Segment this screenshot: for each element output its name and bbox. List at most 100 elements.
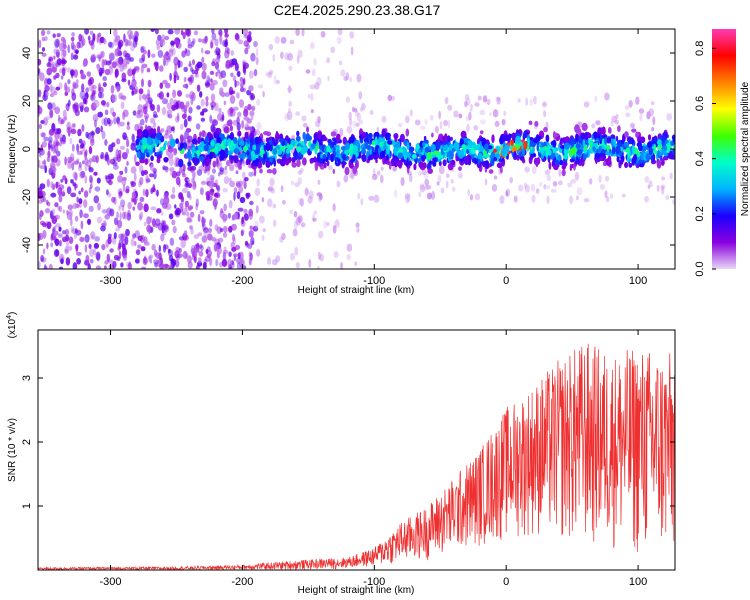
spectrogram-cell — [250, 150, 256, 158]
spectrogram-cell — [134, 154, 137, 164]
spectrogram-cell — [505, 190, 509, 197]
spectrogram-cell — [192, 38, 196, 44]
spectrogram-cell — [628, 150, 631, 160]
spectrogram-cell — [76, 196, 80, 203]
spectrogram-cell — [280, 51, 284, 60]
spectrogram-cell — [219, 87, 224, 92]
spectrogram-cell — [152, 147, 156, 153]
spectrogram-cell — [113, 29, 118, 38]
spectrogram-cell — [543, 126, 548, 133]
spectrogram-cell — [302, 131, 306, 140]
spectrogram-cell — [203, 36, 208, 45]
spectrogram-cell — [84, 157, 89, 166]
spectrogram-cell — [632, 147, 635, 156]
spectrogram-cell — [223, 126, 230, 134]
spectrogram-cell — [193, 180, 197, 188]
spectrogram-cell — [214, 192, 221, 199]
spectrogram-cell — [407, 160, 413, 166]
spectrogram-cell — [265, 72, 272, 77]
spectrogram-cell — [53, 144, 59, 154]
spectrogram-cell — [50, 86, 56, 95]
spectrogram-cell — [79, 171, 85, 179]
spectrogram-cell — [175, 101, 179, 110]
spectrogram-cell — [243, 40, 249, 47]
spectrogram-cell — [408, 146, 415, 152]
spectrogram-cell — [419, 184, 426, 193]
spectrogram-cell — [563, 154, 568, 160]
spectrogram-cell — [275, 255, 281, 263]
spectrogram-cell — [644, 176, 650, 183]
spectrogram-cell — [225, 160, 231, 167]
spectrogram-cell — [458, 113, 463, 119]
spectrogram-cell — [253, 68, 258, 77]
spectrogram-cell — [432, 157, 437, 163]
spectrogram-cell — [234, 32, 240, 41]
spectrogram-cell — [183, 76, 187, 83]
spectrogram-cell — [405, 115, 410, 124]
spectrogram-cell — [418, 191, 422, 198]
spectrogram-cell — [127, 262, 133, 269]
spectrogram-cell — [118, 250, 122, 259]
spectrogram-cell — [90, 93, 96, 102]
spectrogram-cell — [51, 208, 56, 216]
spectrogram-cell — [150, 117, 156, 124]
y-tick-label: 1 — [21, 503, 33, 509]
spectrogram-cell — [188, 60, 192, 67]
spectrogram-cell — [151, 133, 156, 139]
spectrogram-cell — [220, 70, 227, 79]
spectrogram-cell — [201, 130, 206, 138]
spectrogram-cell — [336, 180, 341, 188]
spectrogram-cell — [231, 223, 237, 231]
spectrogram-cell — [163, 196, 170, 205]
spectrogram-cell — [46, 78, 52, 85]
spectrogram-cell — [605, 158, 612, 166]
spectrogram-cell — [184, 200, 189, 208]
spectrogram-cell — [156, 132, 162, 140]
spectrogram-cell — [265, 137, 269, 143]
spectrogram-cell — [431, 190, 435, 200]
spectrogram-cell — [166, 102, 172, 110]
spectrogram-cell — [222, 213, 228, 222]
spectrogram-cell — [322, 154, 327, 160]
spectrogram-cell — [141, 63, 148, 69]
spectrogram-cell — [68, 209, 73, 217]
spectrogram-cell — [99, 36, 105, 44]
spectrogram-cell — [251, 105, 256, 111]
spectrogram-cell — [90, 54, 97, 63]
spectrogram-cell — [209, 174, 215, 181]
spectrogram-cell — [316, 192, 323, 197]
spectrogram-cell — [189, 225, 193, 230]
spectrogram-cell — [197, 232, 203, 237]
spectrogram-cell — [382, 145, 388, 150]
spectrogram-cell — [189, 211, 195, 218]
spectrogram-cell — [234, 244, 241, 251]
spectrogram-cell — [247, 243, 253, 250]
spectrogram-cell — [635, 131, 639, 138]
spectrogram-cell — [326, 57, 330, 64]
spectrogram-cell — [111, 94, 117, 103]
spectrogram-cell — [122, 184, 126, 192]
spectrogram-cell — [184, 130, 190, 140]
spectrogram-cell — [648, 108, 654, 117]
spectrogram-cell — [188, 76, 193, 86]
spectrogram-cell — [38, 123, 43, 130]
spectrogram-cell — [168, 264, 172, 269]
spectrogram-cell — [147, 97, 153, 105]
spectrogram-cell — [130, 142, 136, 151]
spectrogram-cell — [621, 193, 626, 198]
spectrogram-cell — [553, 164, 559, 171]
spectrogram-cell — [581, 122, 588, 132]
spectrogram-cell — [255, 205, 259, 214]
spectrogram-cell — [305, 133, 310, 142]
spectrogram-cell — [42, 94, 48, 101]
spectrogram-cell — [214, 148, 219, 155]
spectrogram-cell — [92, 114, 99, 122]
spectrogram-cell — [109, 62, 115, 69]
snr-ticks: -300 -200 -100 0 100 1 2 3 — [21, 330, 675, 588]
spectrogram-cell — [305, 69, 311, 74]
spectrogram-cell — [187, 37, 191, 47]
spectrogram-cell — [214, 102, 219, 112]
spectrogram-cell — [135, 249, 141, 256]
spectrogram-cell — [151, 244, 156, 251]
spectrogram-cell — [473, 125, 479, 131]
